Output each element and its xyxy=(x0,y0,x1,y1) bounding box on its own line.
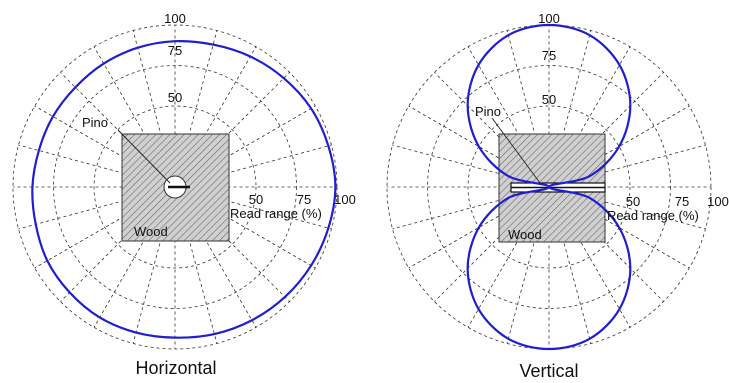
horizontal-grid-ring-50 xyxy=(93,105,257,269)
horizontal-tick-50: 50 xyxy=(249,192,263,207)
vertical-grid-spoke-165 xyxy=(392,144,510,177)
vertical-grid-spoke-75 xyxy=(559,30,592,148)
horizontal-tick-100: 100 xyxy=(334,192,356,207)
vertical-pattern-line xyxy=(466,23,632,351)
vertical-pino-leader xyxy=(491,117,541,184)
vertical-polar-chart: 100 75 50 50 75 100 Read range (%) Pino … xyxy=(386,11,729,381)
horizontal-grid-spoke-255 xyxy=(132,226,165,344)
horizontal-pino-label: Pino xyxy=(82,115,108,130)
horizontal-pattern-line xyxy=(31,39,337,339)
horizontal-grid-spoke-75 xyxy=(185,30,218,148)
horizontal-title: Horizontal xyxy=(135,358,216,378)
horizontal-tick-75: 75 xyxy=(297,192,311,207)
horizontal-top-tick-100: 100 xyxy=(164,11,186,26)
vertical-pattern-series xyxy=(466,23,632,351)
horizontal-grid-spoke-195 xyxy=(18,197,136,230)
horizontal-top-tick-50: 50 xyxy=(168,90,182,105)
vertical-title: Vertical xyxy=(519,361,578,381)
vertical-grid-spoke-150 xyxy=(408,105,515,168)
vertical-axis-label: Read range (%) xyxy=(607,208,699,223)
vertical-top-tick-100: 100 xyxy=(538,11,560,26)
horizontal-wood-label: Wood xyxy=(134,224,168,239)
vertical-grid-spoke-105 xyxy=(506,30,539,148)
vertical-tick-50: 50 xyxy=(626,194,640,209)
vertical-tick-100: 100 xyxy=(707,194,729,209)
vertical-grid-spoke-285 xyxy=(559,226,592,344)
vertical-top-tick-50: 50 xyxy=(542,92,556,107)
horizontal-grid-spoke-165 xyxy=(18,144,136,177)
vertical-tick-75: 75 xyxy=(675,194,689,209)
horizontal-axis-label: Read range (%) xyxy=(230,206,322,221)
horizontal-grid-spoke-285 xyxy=(185,226,218,344)
horizontal-grid-spoke-15 xyxy=(214,144,332,177)
horizontal-pino-leader xyxy=(117,129,171,184)
horizontal-grid-spoke-345 xyxy=(214,197,332,230)
vertical-grid-spoke-255 xyxy=(506,226,539,344)
vertical-grid-spoke-195 xyxy=(392,197,510,230)
vertical-grid-spoke-345 xyxy=(588,197,706,230)
vertical-grid-spoke-15 xyxy=(588,144,706,177)
horizontal-polar-chart: 100 75 50 50 75 100 Read range (%) Pino … xyxy=(12,11,356,378)
vertical-grid-spoke-210 xyxy=(408,206,515,269)
vertical-grid-ring-50 xyxy=(467,105,631,269)
horizontal-top-tick-75: 75 xyxy=(168,43,182,58)
vertical-pino-label: Pino xyxy=(475,104,501,119)
vertical-top-tick-75: 75 xyxy=(542,48,556,63)
horizontal-pattern-series xyxy=(31,39,337,339)
vertical-wood-label: Wood xyxy=(508,227,542,242)
horizontal-grid-spoke-105 xyxy=(132,30,165,148)
